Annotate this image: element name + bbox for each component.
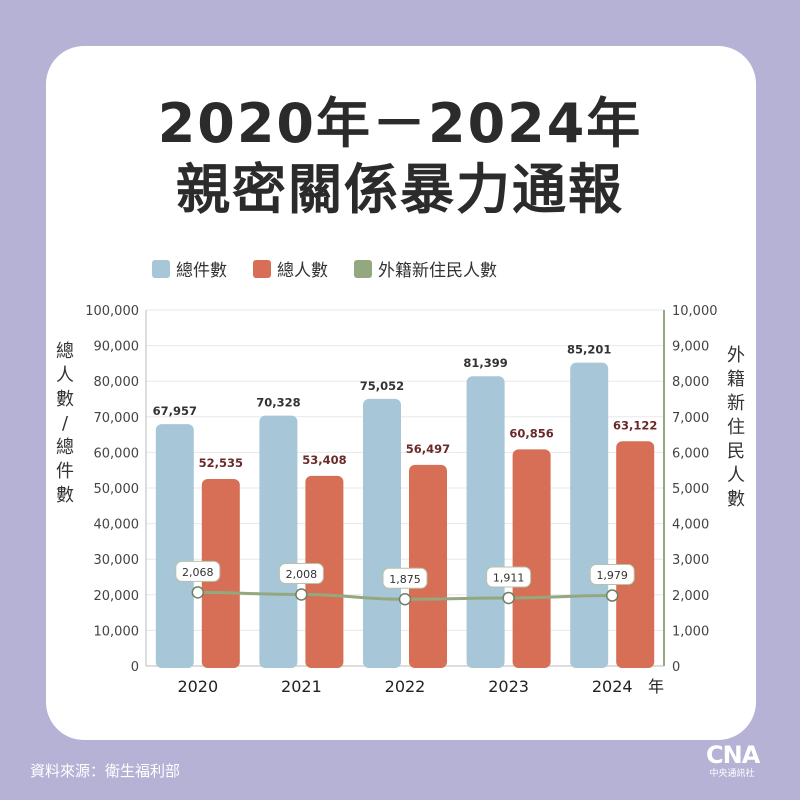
x-tick-label: 2020 xyxy=(177,677,218,696)
left-axis-label: 總 人 數 / 總 件 數 xyxy=(53,340,77,508)
bar-total-persons xyxy=(305,475,344,668)
legend-swatch-total-persons xyxy=(253,259,271,278)
bar-total-persons-label: 52,535 xyxy=(199,456,243,470)
line-point-foreign-residents xyxy=(295,588,308,601)
line-point-foreign-residents xyxy=(191,586,205,599)
bar-total-persons-label: 60,856 xyxy=(509,426,553,440)
logo-mark: CNA xyxy=(706,741,760,769)
bar-total-cases-label: 75,052 xyxy=(360,379,404,393)
legend-swatch-total-cases xyxy=(152,259,170,278)
left-axis-char: 總 xyxy=(56,341,74,362)
right-tick-label: 4,000 xyxy=(672,518,709,533)
left-tick-label: 70,000 xyxy=(94,411,140,426)
line-point-label: 2,008 xyxy=(286,568,318,581)
right-tick-label: 3,000 xyxy=(672,553,709,568)
line-label-box xyxy=(175,560,221,582)
bar-total-persons-label: 53,408 xyxy=(302,453,346,467)
bar-total-cases-label: 67,957 xyxy=(153,404,197,418)
bar-total-persons xyxy=(409,464,447,668)
right-axis-char: 外 xyxy=(727,345,745,366)
line-label-box xyxy=(382,567,428,589)
legend-label-total-cases: 總件數 xyxy=(176,261,227,281)
right-axis-char: 籍 xyxy=(727,369,745,390)
line-point-label: 2,068 xyxy=(182,566,214,579)
x-tick-label: 2023 xyxy=(488,677,529,696)
bar-total-cases xyxy=(570,362,609,668)
left-tick-label: 50,000 xyxy=(94,482,140,497)
right-tick-label: 7,000 xyxy=(672,411,709,426)
bar-total-persons xyxy=(201,478,240,668)
left-tick-label: 60,000 xyxy=(94,446,140,461)
x-tick-label: 2022 xyxy=(385,677,426,696)
right-axis-char: 新 xyxy=(727,393,745,414)
legend-item-total-persons: 總人數 xyxy=(253,256,328,281)
legend-swatch-foreign-residents xyxy=(354,259,372,278)
x-tick-label: 2024 xyxy=(592,677,633,696)
right-axis-char: 民 xyxy=(727,441,745,462)
right-tick-label: 2,000 xyxy=(672,589,709,604)
bar-total-cases-label: 81,399 xyxy=(463,356,507,370)
right-tick-label: 1,000 xyxy=(672,624,709,639)
title-line-1: 2020年－2024年 xyxy=(157,92,643,155)
line-point-foreign-residents xyxy=(605,589,619,602)
left-axis-char: 人 xyxy=(56,365,74,386)
left-tick-label: 0 xyxy=(131,660,139,675)
right-axis-char: 住 xyxy=(727,417,745,438)
right-tick-label: 8,000 xyxy=(672,375,709,390)
line-point-label: 1,875 xyxy=(389,573,421,586)
left-axis-char: 件 xyxy=(56,461,74,482)
bar-total-persons-label: 56,497 xyxy=(406,442,450,456)
bar-total-cases xyxy=(466,376,505,668)
right-axis-label: 外 籍 新 住 民 人 數 xyxy=(724,344,748,512)
bar-total-cases-label: 70,328 xyxy=(256,396,300,410)
legend-item-foreign-residents: 外籍新住民人數 xyxy=(354,256,497,281)
left-tick-label: 10,000 xyxy=(94,624,140,639)
bar-total-cases xyxy=(155,424,194,668)
left-tick-label: 90,000 xyxy=(94,340,140,355)
source-note: 資料來源：衛生福利部 xyxy=(30,762,181,780)
bar-total-persons xyxy=(616,441,655,668)
left-axis-char: 數 xyxy=(56,485,74,506)
bar-total-cases-label: 85,201 xyxy=(567,343,611,357)
right-tick-label: 6,000 xyxy=(672,446,709,461)
legend-label-total-persons: 總人數 xyxy=(277,261,328,281)
legend-label-foreign-residents: 外籍新住民人數 xyxy=(378,261,497,281)
left-axis-char: 數 xyxy=(56,389,74,410)
line-point-foreign-residents xyxy=(398,593,412,606)
left-tick-label: 100,000 xyxy=(85,304,139,319)
legend: 總件數 總人數 外籍新住民人數 xyxy=(152,256,497,281)
left-tick-label: 40,000 xyxy=(94,518,140,533)
bar-total-cases xyxy=(259,415,298,668)
bar-total-persons-label: 63,122 xyxy=(613,418,657,432)
line-label-box xyxy=(589,564,635,586)
line-label-box xyxy=(278,563,324,585)
line-label-box xyxy=(486,566,532,588)
right-axis-char: 數 xyxy=(727,489,745,510)
x-tick-label: 2021 xyxy=(281,677,322,696)
bar-total-persons xyxy=(512,449,551,668)
right-tick-label: 5,000 xyxy=(672,482,709,497)
left-tick-label: 80,000 xyxy=(94,375,140,390)
right-axis-char: 人 xyxy=(727,465,745,486)
bar-total-cases xyxy=(363,398,401,668)
left-axis-char: 總 xyxy=(56,437,74,458)
legend-item-total-cases: 總件數 xyxy=(152,256,227,281)
left-tick-label: 30,000 xyxy=(94,553,140,568)
cna-logo: CNA 中央通訊社 xyxy=(706,741,760,780)
title-line-2: 親密關係暴力通報 xyxy=(176,158,624,221)
line-point-label: 1,979 xyxy=(596,569,628,582)
left-axis-char: / xyxy=(61,413,69,434)
right-tick-label: 0 xyxy=(672,660,680,675)
line-point-label: 1,911 xyxy=(493,571,525,584)
logo-subtitle: 中央通訊社 xyxy=(709,769,755,779)
line-point-foreign-residents xyxy=(502,591,515,605)
right-tick-label: 9,000 xyxy=(672,340,709,355)
left-tick-label: 20,000 xyxy=(94,589,140,604)
x-unit-label: 年 xyxy=(648,677,664,696)
right-tick-label: 10,000 xyxy=(672,304,718,319)
